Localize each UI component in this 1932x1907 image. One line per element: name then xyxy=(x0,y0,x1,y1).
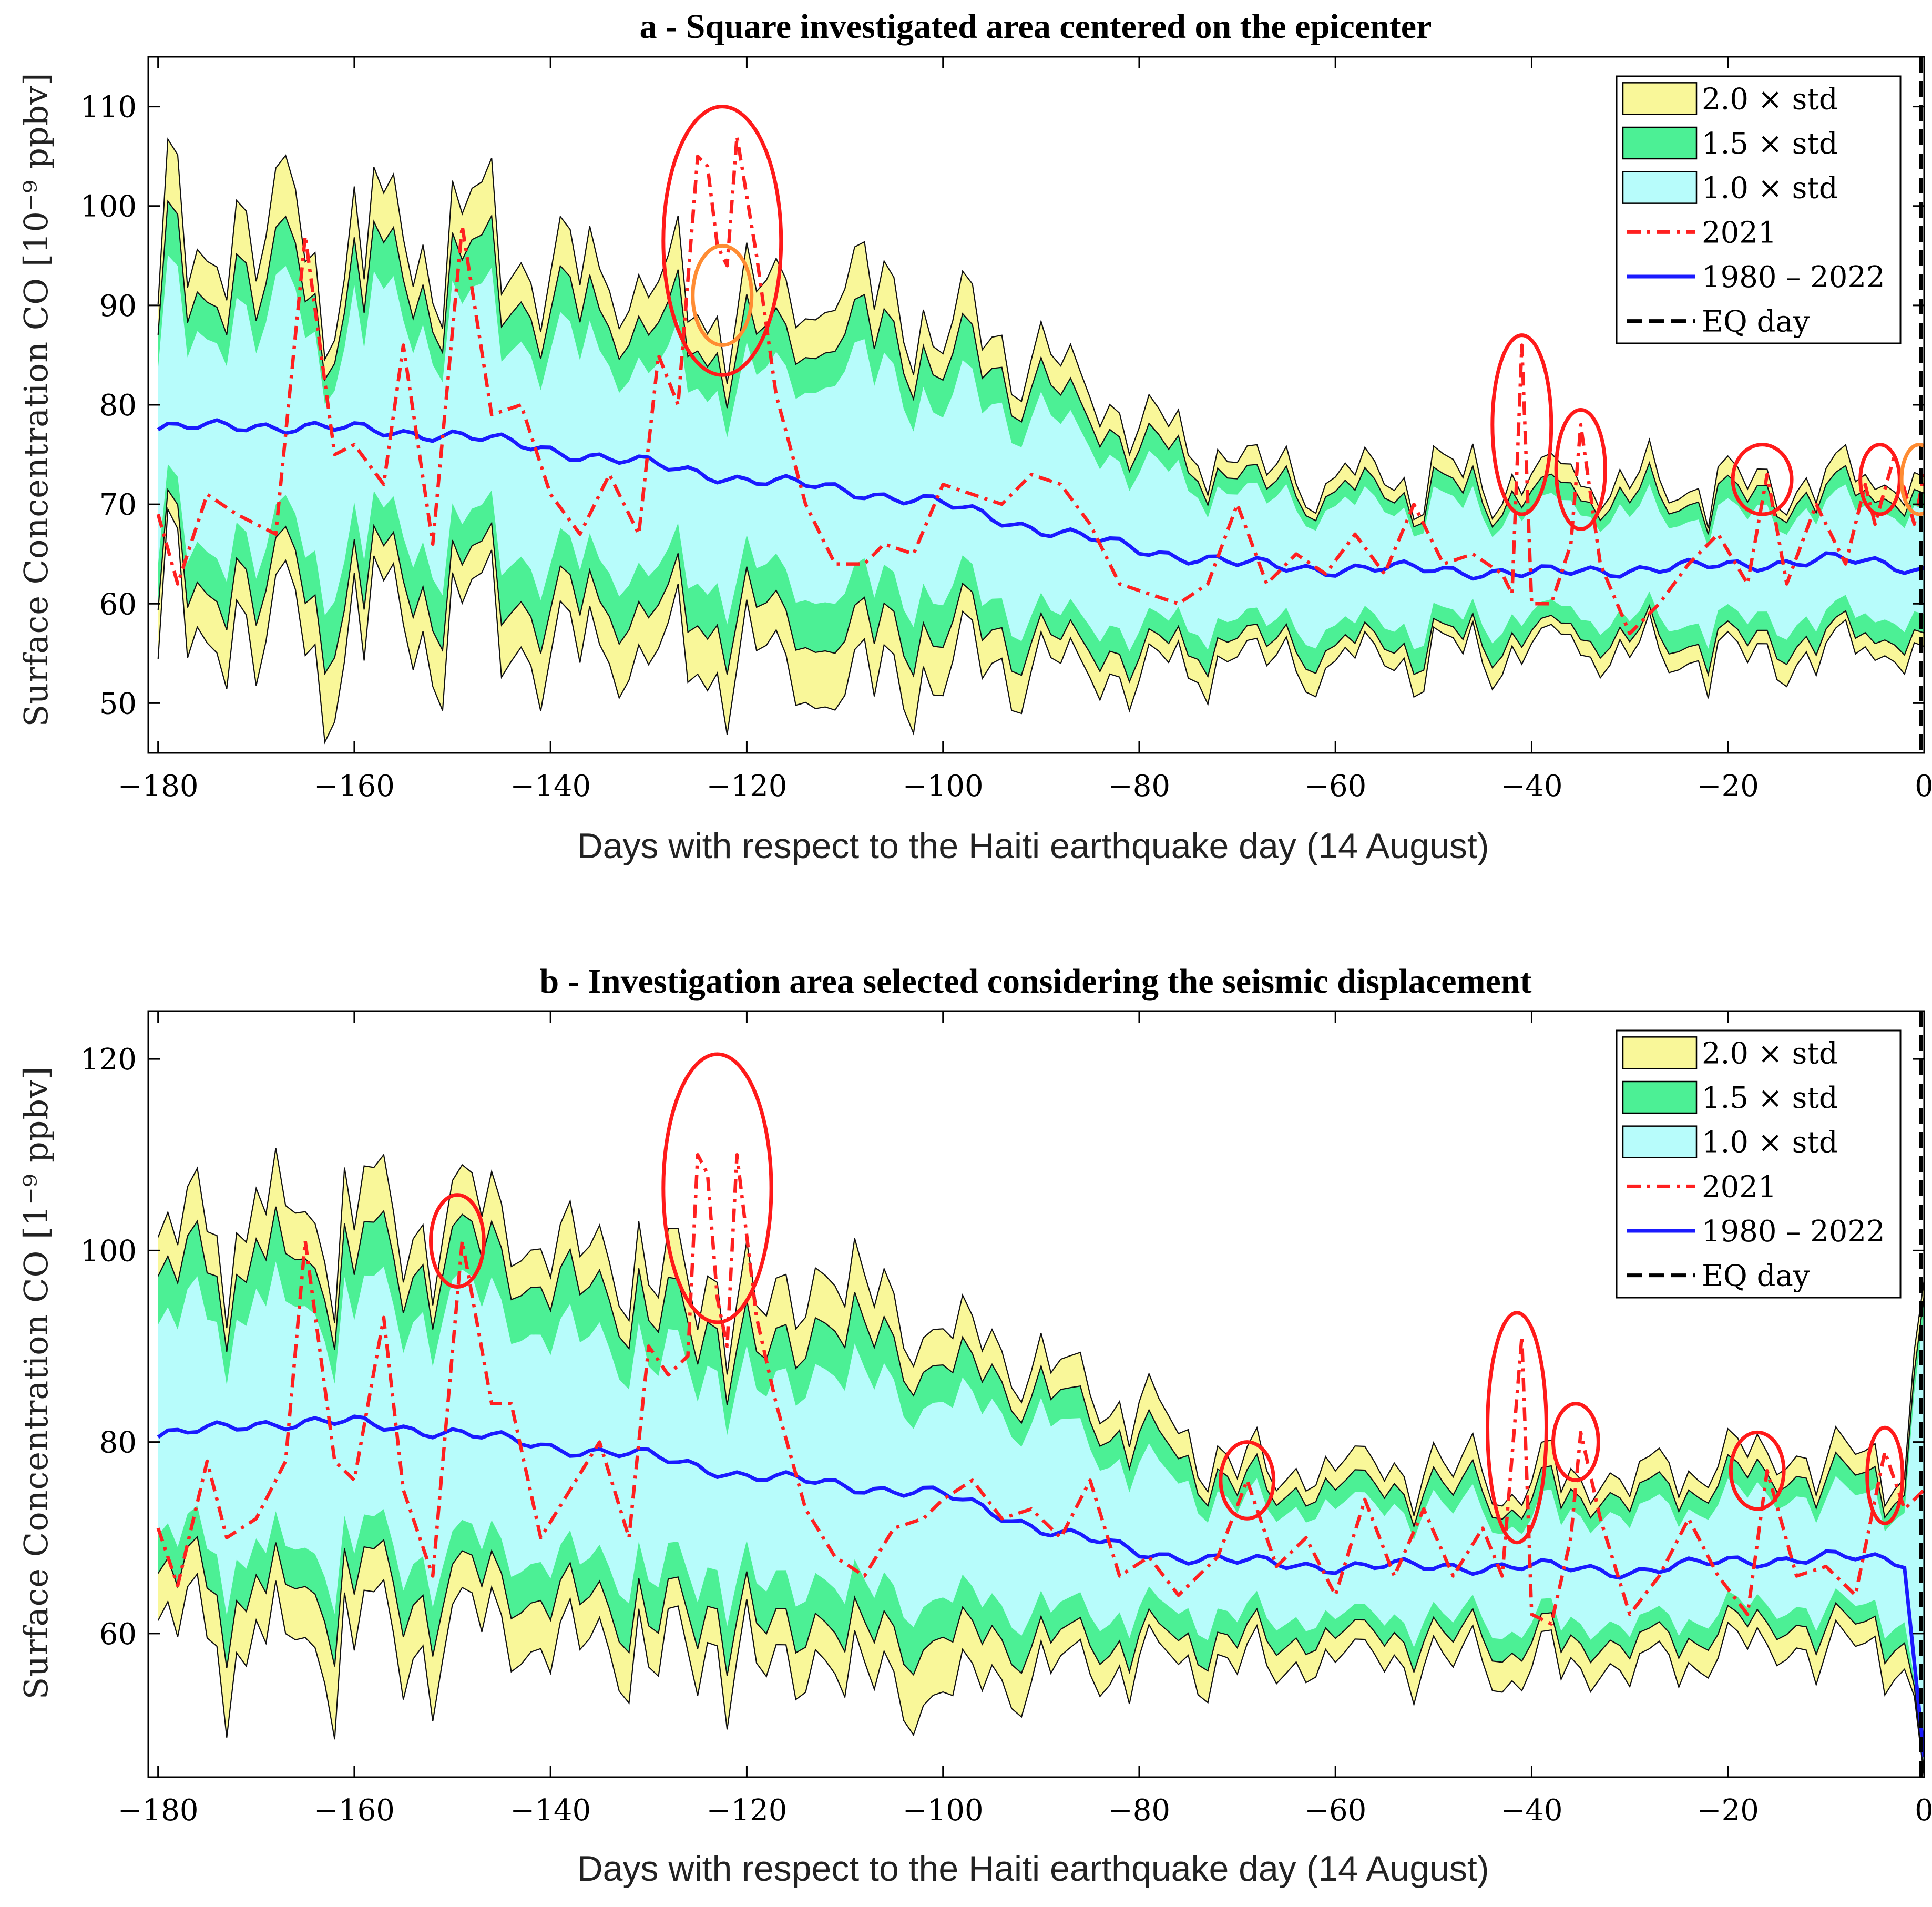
y-tick-label: 80 xyxy=(99,389,137,423)
x-tick-label: −20 xyxy=(1697,1793,1759,1828)
y-tick-label: 70 xyxy=(99,488,137,522)
y-tick-label: 50 xyxy=(99,687,137,721)
panel-b: b - Investigation area selected consider… xyxy=(17,962,1932,1889)
band-2std-upper-edge xyxy=(157,1148,1924,1516)
panel-b-plot-area xyxy=(156,1011,1924,1777)
x-tick-label: −60 xyxy=(1304,769,1366,803)
y-tick-label: 100 xyxy=(80,1234,137,1268)
legend-swatch-3 xyxy=(1622,171,1698,204)
legend-label-1: 2.0 × std xyxy=(1702,82,1838,116)
legend-swatch-1 xyxy=(1622,82,1698,115)
panel-b-axes: −180 −160 −140 −120 −100 −80 −60 −40 −20 0 60 80 100… xyxy=(80,1010,1932,1828)
band-1-5std-upper-edge xyxy=(157,199,1924,535)
x-tick-label: −100 xyxy=(903,1793,984,1828)
panel-a-axes: −180 −160 −140 −120 −100 −80 −60 −40 −20 0 50 60 70 8… xyxy=(80,56,1932,803)
x-tick-label: 0 xyxy=(1915,769,1932,803)
highlight-ellipse-2 xyxy=(691,243,754,348)
highlight-ellipse-6 xyxy=(1729,1430,1786,1511)
y-tick-label: 60 xyxy=(99,587,137,621)
band-2std-lower-edge xyxy=(157,1572,1924,1777)
legend-swatch-3 xyxy=(1622,1125,1698,1158)
legend-label-4: 2021 xyxy=(1702,1170,1777,1204)
x-tick-label: −120 xyxy=(707,1793,788,1828)
highlight-ellipse-5 xyxy=(1731,443,1794,516)
panel-b-x-axis-label: Days with respect to the Haiti earthquak… xyxy=(577,1849,1489,1889)
x-tick-label: −40 xyxy=(1500,1793,1562,1828)
panel-b-y-axis-label: Surface Concentration CO [1⁻⁹ ppbv] xyxy=(17,1066,55,1700)
legend-swatch-2 xyxy=(1622,126,1698,160)
y-tick-label: 80 xyxy=(99,1426,137,1460)
highlight-ellipse-6 xyxy=(1858,443,1902,516)
panel-a-y-axis-label: Surface Concentration CO [10⁻⁹ ppbv] xyxy=(17,73,55,727)
mean-1980-2022-line xyxy=(157,418,1924,581)
panel-a-legend: 2.0 × std 1.5 × std 1.0 × std 2021 1980 – 20… xyxy=(1616,75,1902,344)
x-tick-label: 0 xyxy=(1915,1793,1932,1828)
band-1-5std-lower-edge xyxy=(157,1535,1924,1773)
x-tick-label: −40 xyxy=(1500,769,1562,803)
y-tick-label: 90 xyxy=(99,289,137,323)
x-tick-label: −80 xyxy=(1108,1793,1170,1828)
y-tick-label: 60 xyxy=(99,1617,137,1651)
panel-b-legend: 2.0 × std 1.5 × std 1.0 × std 2021 1980 – 20… xyxy=(1616,1029,1902,1299)
series-2021-line xyxy=(156,135,1924,636)
highlight-ellipse-7 xyxy=(1899,443,1924,516)
panel-a-x-axis-label: Days with respect to the Haiti earthquak… xyxy=(577,826,1489,866)
panel-a-plot-area xyxy=(156,57,1924,753)
legend-label-2: 1.5 × std xyxy=(1702,1081,1838,1115)
legend-box xyxy=(1616,1029,1902,1299)
legend-box xyxy=(1616,75,1902,344)
highlight-ellipse-3 xyxy=(1490,333,1553,516)
x-tick-label: −80 xyxy=(1108,769,1170,803)
legend-label-4: 2021 xyxy=(1702,216,1777,250)
legend-label-5: 1980 – 2022 xyxy=(1702,1215,1885,1249)
x-tick-label: −140 xyxy=(510,1793,591,1828)
legend-swatch-1 xyxy=(1622,1036,1698,1069)
x-tick-label: −180 xyxy=(118,769,199,803)
legend-label-6: EQ day xyxy=(1702,1259,1810,1293)
y-tick-label: 120 xyxy=(80,1043,137,1077)
x-tick-label: −160 xyxy=(314,1793,395,1828)
highlight-ellipse-3 xyxy=(1219,1440,1276,1521)
highlight-ellipse-1 xyxy=(428,1193,486,1289)
panel-a: a - Square investigated area centered on… xyxy=(17,7,1932,866)
legend-swatch-2 xyxy=(1622,1080,1698,1114)
band-1std xyxy=(158,1261,1924,1771)
plot-body xyxy=(156,57,1924,753)
highlight-ellipse-5 xyxy=(1551,1402,1600,1482)
highlight-ellipse-4 xyxy=(1485,1311,1548,1545)
y-tick-label: 110 xyxy=(80,90,137,125)
highlight-ellipse-2 xyxy=(661,1052,773,1324)
highlight-ellipse-4 xyxy=(1554,407,1607,531)
highlight-ellipse-1 xyxy=(661,105,783,377)
mean-1980-2022-line xyxy=(157,1414,1924,1758)
band-1std xyxy=(158,255,1924,651)
legend-label-1: 2.0 × std xyxy=(1702,1036,1838,1070)
band-2std-lower-edge xyxy=(157,507,1924,745)
legend-label-3: 1.0 × std xyxy=(1702,171,1838,206)
x-tick-label: −140 xyxy=(510,769,591,803)
x-tick-label: −160 xyxy=(314,769,395,803)
x-tick-label: −120 xyxy=(707,769,788,803)
band-1-5std-upper-edge xyxy=(157,1206,1924,1528)
legend-label-6: EQ day xyxy=(1702,305,1810,339)
plot-body xyxy=(156,1011,1924,1777)
band-1-5std-lower-edge xyxy=(157,488,1924,684)
x-tick-label: −180 xyxy=(118,1793,199,1828)
panel-b-title: b - Investigation area selected consider… xyxy=(540,962,1532,1001)
band-2std-upper-edge xyxy=(157,137,1924,529)
x-tick-label: −20 xyxy=(1697,769,1759,803)
legend-label-2: 1.5 × std xyxy=(1702,127,1838,161)
axes-frame xyxy=(147,1010,1925,1778)
x-tick-label: −100 xyxy=(903,769,984,803)
legend-label-3: 1.0 × std xyxy=(1702,1126,1838,1160)
x-tick-label: −60 xyxy=(1304,1793,1366,1828)
highlight-ellipse-7 xyxy=(1865,1425,1905,1525)
panel-a-title: a - Square investigated area centered on… xyxy=(640,7,1432,46)
legend-label-5: 1980 – 2022 xyxy=(1702,260,1885,294)
y-tick-label: 100 xyxy=(80,190,137,224)
